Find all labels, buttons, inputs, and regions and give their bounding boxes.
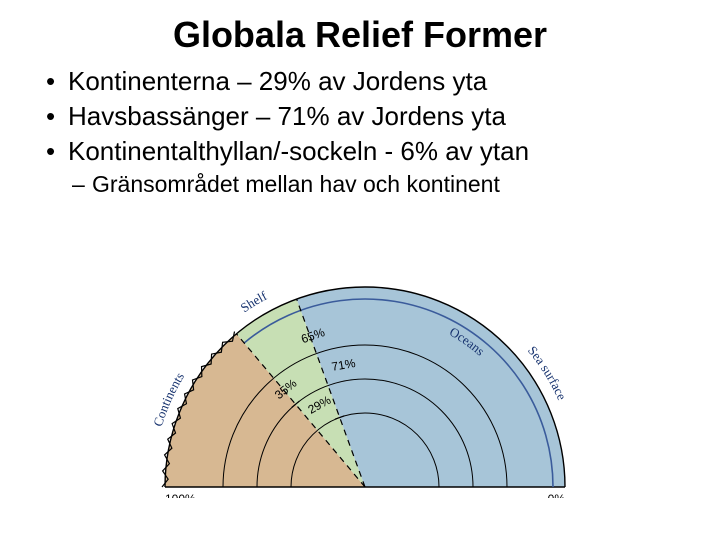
pct-label: 100% <box>165 492 196 498</box>
sub-bullet-list: Gränsområdet mellan hav och kontinent <box>70 171 720 198</box>
sub-bullet-item: Gränsområdet mellan hav och kontinent <box>70 171 720 198</box>
pct-label: 0% <box>548 492 566 498</box>
relief-cross-section-figure: ContinentsShelfOceansSea surface100%35%2… <box>150 262 580 498</box>
page-title: Globala Relief Former <box>0 0 720 56</box>
bullet-item: Kontinentalthyllan/-sockeln - 6% av ytan <box>40 136 720 167</box>
bullet-item: Kontinenterna – 29% av Jordens yta <box>40 66 720 97</box>
bullet-list: Kontinenterna – 29% av Jordens yta Havsb… <box>40 66 720 167</box>
label-shelf: Shelf <box>238 288 270 316</box>
bullet-item: Havsbassänger – 71% av Jordens yta <box>40 101 720 132</box>
